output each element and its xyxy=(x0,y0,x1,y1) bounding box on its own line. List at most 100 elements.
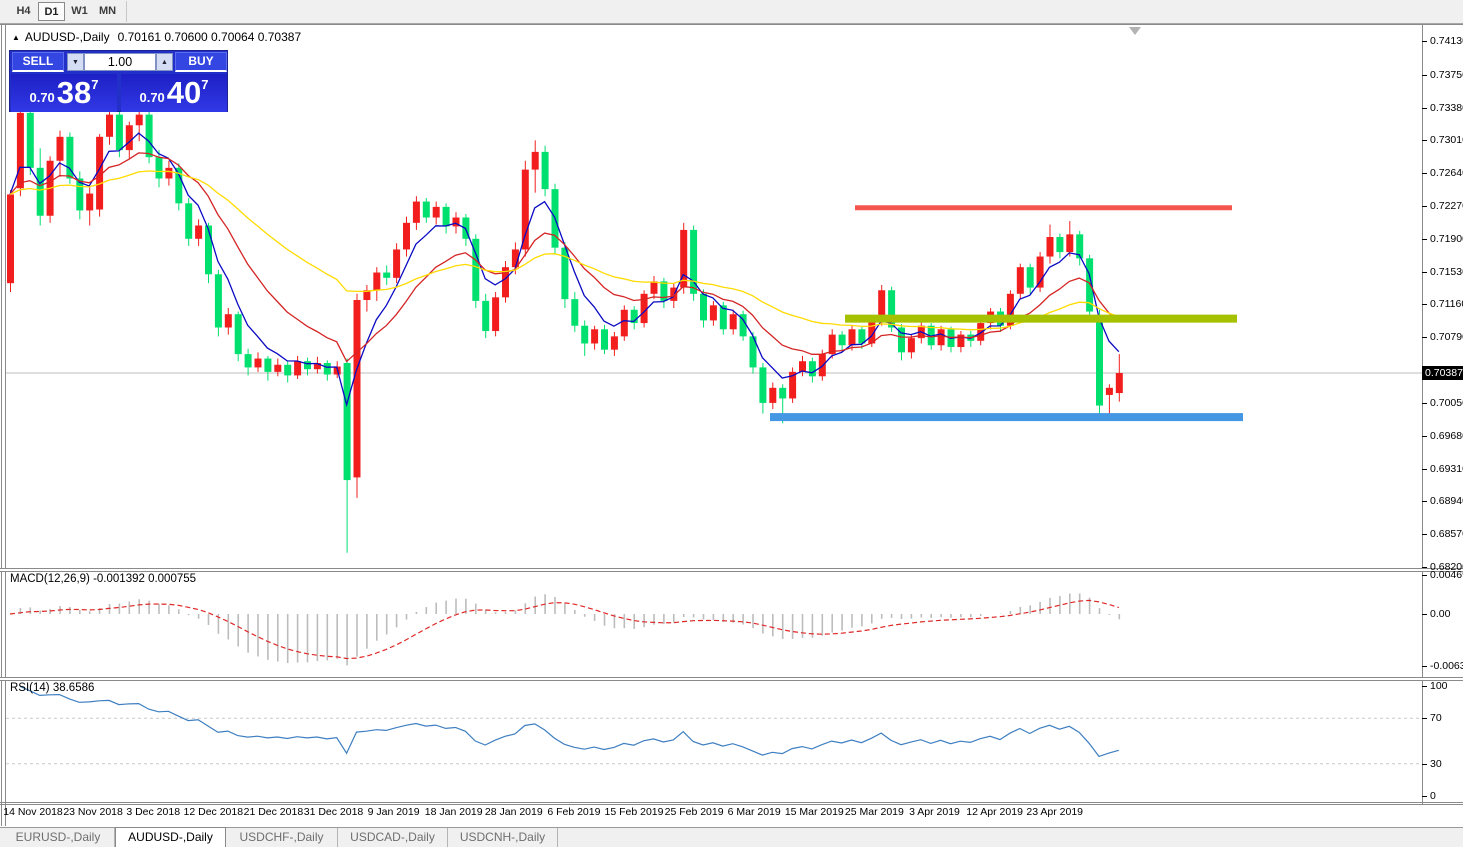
sell-price-button[interactable]: 0.70 38 7 xyxy=(11,74,117,112)
sell-button[interactable]: SELL xyxy=(12,52,64,72)
candle-down xyxy=(284,364,292,376)
buy-button[interactable]: BUY xyxy=(175,52,227,72)
rsi-axis-label: 100 xyxy=(1430,680,1448,693)
rsi-line xyxy=(19,685,1119,758)
buy-price-button[interactable]: 0.70 40 7 xyxy=(121,74,227,112)
chart-top-border xyxy=(0,24,1463,25)
panel-separator[interactable] xyxy=(0,680,1463,681)
macd-axis-tick xyxy=(1422,666,1427,668)
window-left-border xyxy=(1,24,2,826)
symbol-tab-audusd[interactable]: AUDUSD-,Daily xyxy=(115,827,226,847)
timeframe-button-h4[interactable]: H4 xyxy=(16,5,31,17)
candle-down xyxy=(700,293,707,321)
candle-up xyxy=(957,334,965,348)
panel-separator-groove xyxy=(0,569,1463,571)
candle-up xyxy=(195,225,203,239)
candle-down xyxy=(264,358,272,372)
price-axis-tick xyxy=(1422,107,1427,109)
sell-price-main: 38 xyxy=(56,75,92,110)
candle-up xyxy=(1036,256,1044,288)
timeframe-button-mn[interactable]: MN xyxy=(98,5,117,17)
resistance-line[interactable] xyxy=(855,205,1232,211)
candle-down xyxy=(244,354,252,368)
ema-mid-line xyxy=(9,152,1120,363)
date-axis-label: 25 Feb 2019 xyxy=(664,806,724,818)
chart-shift-marker-icon[interactable] xyxy=(1129,27,1141,35)
candle-up xyxy=(610,336,618,350)
buy-price-main: 40 xyxy=(166,75,202,110)
date-axis-label: 25 Mar 2019 xyxy=(844,806,904,818)
panel-separator[interactable] xyxy=(0,571,1463,572)
rsi-label: RSI(14) 38.6586 xyxy=(10,682,95,694)
candle-up xyxy=(511,249,519,268)
candle-down xyxy=(155,157,163,179)
price-axis-tick xyxy=(1422,41,1427,42)
mid-support-line[interactable] xyxy=(845,314,1237,323)
date-axis-label: 9 Jan 2019 xyxy=(367,806,420,818)
candle-up xyxy=(274,364,282,372)
price-axis-tick xyxy=(1422,271,1427,273)
candle-up xyxy=(878,290,886,321)
rsi-axis-label: 30 xyxy=(1430,757,1442,770)
rsi-axis-tick xyxy=(1422,763,1427,765)
candle-up xyxy=(224,314,232,328)
volume-decrease-button[interactable]: ▼ xyxy=(67,53,84,71)
timeframe-button-d1[interactable]: D1 xyxy=(38,2,65,21)
price-axis-tick xyxy=(1422,402,1427,404)
candle-down xyxy=(749,336,757,368)
date-axis-label: 12 Dec 2018 xyxy=(183,806,244,818)
symbol-tab-usdchf[interactable]: USDCHF-,Daily xyxy=(226,828,338,847)
candle-up xyxy=(135,114,143,126)
candle-up xyxy=(86,193,94,211)
candle-down xyxy=(76,178,84,211)
macd-signal-line xyxy=(9,599,1119,660)
date-axis-label: 21 Dec 2018 xyxy=(243,806,304,818)
symbol-tab-eurusd[interactable]: EURUSD-,Daily xyxy=(2,828,115,847)
candle-up xyxy=(521,169,529,250)
candle-down xyxy=(36,167,44,216)
lower-support-line[interactable] xyxy=(770,413,1243,422)
date-axis-border xyxy=(0,802,1463,803)
candle-down xyxy=(739,314,747,337)
symbol-tab-usdcnh[interactable]: USDCNH-,Daily xyxy=(448,828,558,847)
candle-up xyxy=(620,309,628,337)
candle-up xyxy=(16,112,24,189)
timeframe-button-w1[interactable]: W1 xyxy=(71,5,88,17)
symbol-marker-icon: ▲ xyxy=(12,33,20,42)
macd-axis-tick xyxy=(1422,614,1427,615)
symbol-tab-usdcad[interactable]: USDCAD-,Daily xyxy=(338,828,448,847)
panel-separator[interactable] xyxy=(0,677,1463,678)
candle-down xyxy=(630,309,638,324)
panel-separator[interactable] xyxy=(0,568,1463,569)
symbol-title: AUDUSD-,Daily xyxy=(24,30,110,44)
candle-up xyxy=(106,114,113,137)
candle-up xyxy=(96,136,104,210)
candle-up xyxy=(1066,234,1074,253)
candle-up xyxy=(254,358,262,368)
candle-up xyxy=(1016,267,1024,294)
candle-up xyxy=(393,249,401,278)
candle-down xyxy=(66,136,74,179)
volume-increase-button[interactable]: ▲ xyxy=(156,53,173,71)
candle-up xyxy=(412,201,420,223)
candle-down xyxy=(1056,237,1064,253)
candle-up xyxy=(680,229,688,288)
sell-price-pipette: 7 xyxy=(91,77,99,92)
candle-down xyxy=(759,367,767,403)
candle-up xyxy=(650,281,658,294)
volume-input[interactable]: 1.00 xyxy=(84,53,156,71)
candle-down xyxy=(898,327,905,353)
candle-down xyxy=(422,201,430,218)
candle-up xyxy=(56,136,64,161)
candle-down xyxy=(581,325,589,344)
